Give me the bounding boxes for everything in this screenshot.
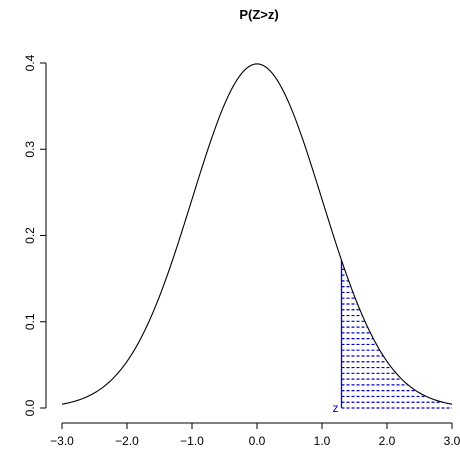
z-annotation: z (333, 401, 339, 415)
x-axis: −3.0 −2.0 −1.0 0.0 1.0 2.0 3.0 (50, 422, 460, 448)
y-tick-label: 0.0 (23, 399, 37, 416)
y-tick-label: 0.2 (23, 227, 37, 244)
x-tick-label: 1.0 (314, 434, 331, 448)
y-tick-label: 0.4 (23, 54, 37, 71)
y-tick-label: 0.3 (23, 141, 37, 158)
shaded-region (340, 260, 452, 409)
x-tick-label: 0.0 (249, 434, 266, 448)
density-curve (61, 63, 453, 405)
y-tick-label: 0.1 (23, 313, 37, 330)
y-axis: 0.0 0.1 0.2 0.3 0.4 (23, 54, 47, 416)
x-tick-label: 3.0 (444, 434, 460, 448)
chart-title: P(Z>z) (239, 7, 278, 22)
x-tick-label: −1.0 (180, 434, 204, 448)
x-tick-label: −2.0 (115, 434, 139, 448)
x-tick-label: 2.0 (379, 434, 396, 448)
x-tick-label: −3.0 (50, 434, 74, 448)
